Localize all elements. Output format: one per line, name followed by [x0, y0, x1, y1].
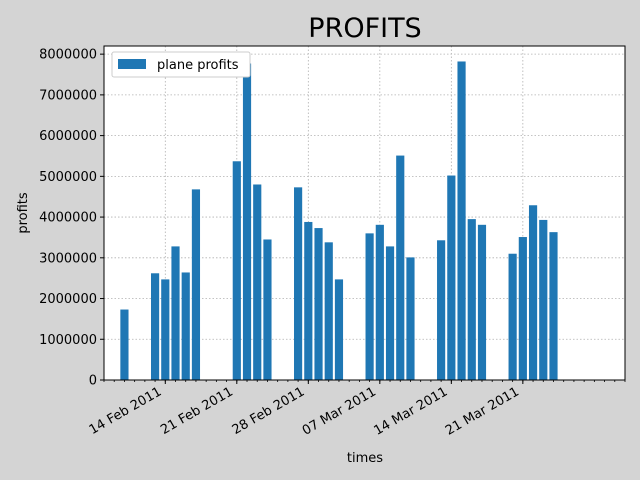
y-tick-label: 4000000: [39, 211, 97, 226]
bar: [396, 155, 405, 380]
legend-label: plane profits: [157, 58, 239, 73]
y-tick-label: 8000000: [39, 48, 97, 63]
x-axis-label: times: [347, 451, 383, 466]
bar: [161, 279, 170, 380]
axes-frame: [103, 45, 626, 381]
bar: [242, 63, 252, 380]
legend-box: [111, 51, 251, 78]
bar: [120, 309, 129, 380]
bar: [171, 246, 180, 380]
bar: [508, 253, 517, 380]
bar: [263, 239, 272, 380]
x-tick-label: 14 Feb 2011: [87, 384, 165, 437]
bar: [253, 184, 262, 380]
bar: [549, 232, 558, 380]
axes-layer: [103, 45, 626, 381]
legend: plane profits: [111, 51, 251, 78]
bar: [457, 61, 466, 380]
y-axis-label: profits: [16, 192, 31, 234]
bar: [294, 187, 303, 380]
bar: [437, 240, 446, 380]
y-tick-label: 7000000: [39, 88, 97, 103]
bar: [518, 237, 527, 380]
y-tick-label: 0: [89, 374, 97, 389]
bar: [365, 233, 374, 380]
y-tick-label: 1000000: [39, 333, 97, 348]
y-tick-label: 5000000: [39, 170, 97, 185]
bars-layer: [120, 61, 558, 380]
bar: [324, 242, 333, 380]
y-ticks: 0 1000000 2000000 3000000 4000000 5000000 6000…: [39, 48, 104, 389]
bar: [447, 175, 456, 380]
bar: [467, 219, 476, 380]
bar: [406, 257, 415, 380]
plot-area: [104, 46, 625, 380]
x-tick-label: 28 Feb 2011: [230, 384, 308, 437]
chart-title: PROFITS: [308, 13, 421, 44]
bar: [181, 272, 190, 380]
bar: [150, 273, 160, 380]
x-tick-label: 21 Feb 2011: [158, 384, 236, 437]
legend-swatch: [118, 59, 146, 69]
bar: [334, 279, 344, 380]
bar: [385, 246, 395, 380]
x-tick-label: 07 Mar 2011: [300, 384, 379, 438]
y-tick-label: 6000000: [39, 129, 97, 144]
bar: [375, 224, 384, 380]
x-tick-label: 21 Mar 2011: [443, 384, 522, 438]
bar: [191, 189, 201, 380]
y-tick-label: 3000000: [39, 251, 97, 266]
x-tick-label: 14 Mar 2011: [371, 384, 450, 438]
bar: [314, 228, 323, 380]
y-tick-label: 2000000: [39, 292, 97, 307]
bar: [304, 221, 313, 380]
bar: [539, 219, 548, 380]
bar: [232, 161, 241, 380]
bar: [528, 205, 538, 380]
bar: [477, 224, 487, 380]
